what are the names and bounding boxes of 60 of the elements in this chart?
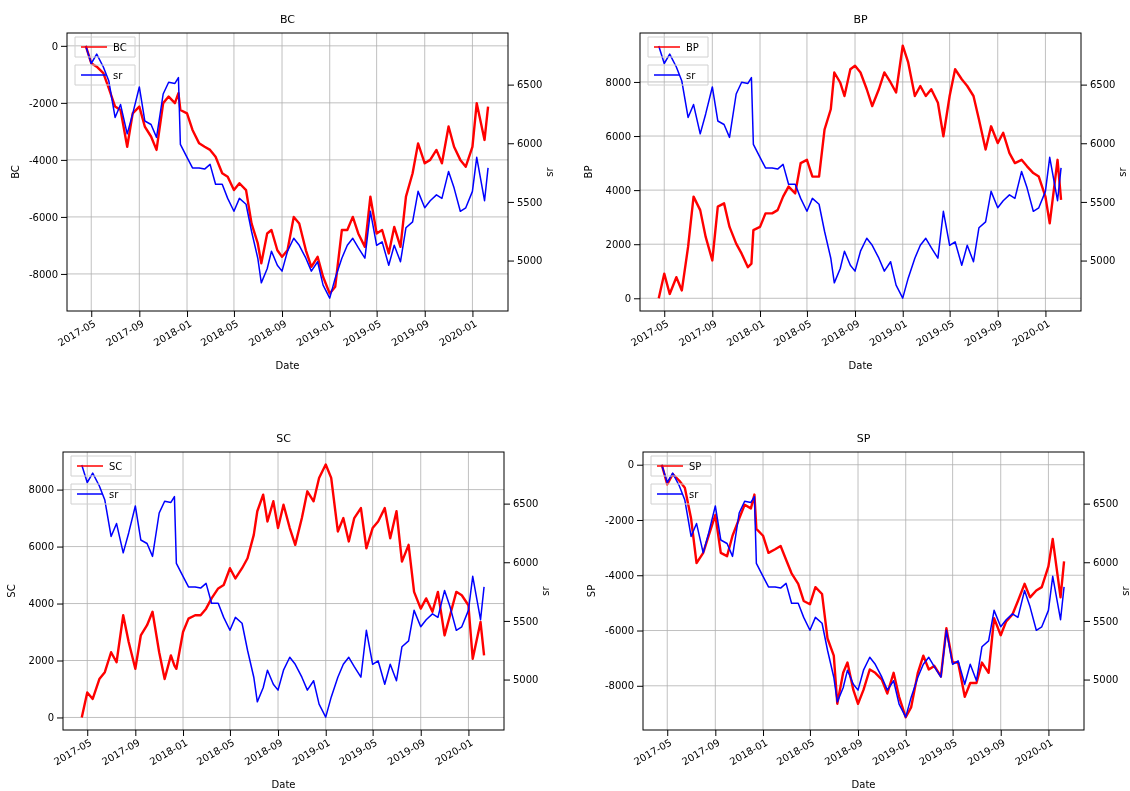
- y-axis-title: SP: [586, 584, 597, 598]
- y-axis-title: BC: [10, 165, 21, 179]
- x-axis-title: Date: [271, 779, 296, 790]
- y-tick-label: -6000: [604, 625, 634, 637]
- y-tick-label: 2000: [28, 655, 54, 667]
- chart-title: SP: [856, 432, 871, 445]
- y-tick-label: -2000: [28, 97, 58, 109]
- legend-label: BP: [686, 42, 699, 53]
- y2-tick-label: 5500: [513, 615, 539, 627]
- y2-axis-title: sr: [1120, 585, 1130, 596]
- y-tick-label: 0: [51, 40, 58, 52]
- y-tick-label: 0: [627, 459, 634, 471]
- y-tick-label: -6000: [28, 211, 58, 223]
- chart-title: BP: [853, 13, 868, 26]
- y-axis-title: BP: [583, 165, 594, 179]
- y-tick-label: 8000: [28, 484, 54, 496]
- y2-tick-label: 5000: [1090, 255, 1116, 267]
- y2-tick-label: 6500: [1090, 79, 1116, 91]
- y2-tick-label: 6000: [517, 137, 543, 149]
- legend-label: SC: [109, 461, 123, 472]
- y2-tick-label: 5000: [513, 674, 539, 686]
- y-tick-label: 0: [47, 712, 54, 724]
- y-tick-label: -8000: [28, 268, 58, 280]
- y2-tick-label: 5500: [1090, 196, 1116, 208]
- y-tick-label: 4000: [605, 184, 631, 196]
- y-tick-label: 2000: [605, 238, 631, 250]
- y2-tick-label: 5500: [1093, 615, 1119, 627]
- y2-axis-title: sr: [544, 166, 555, 177]
- y2-tick-label: 6000: [1093, 556, 1119, 568]
- x-axis-title: Date: [848, 360, 873, 371]
- y-tick-label: 6000: [605, 130, 631, 142]
- x-axis-title: Date: [851, 779, 876, 790]
- y-tick-label: 8000: [605, 76, 631, 88]
- y2-tick-label: 6000: [513, 556, 539, 568]
- y2-tick-label: 6000: [1090, 137, 1116, 149]
- y2-tick-label: 6500: [517, 79, 543, 91]
- legend-label: sr: [686, 70, 697, 81]
- y-tick-label: -4000: [604, 569, 634, 581]
- y2-tick-label: 5000: [1093, 674, 1119, 686]
- y-tick-label: -4000: [28, 154, 58, 166]
- legend-label: SP: [689, 461, 702, 472]
- y2-axis-title: sr: [1117, 166, 1128, 177]
- y-tick-label: 0: [624, 292, 631, 304]
- chart-title: SC: [276, 432, 292, 445]
- x-axis-title: Date: [275, 360, 300, 371]
- y2-tick-label: 6500: [1093, 498, 1119, 510]
- y-tick-label: 4000: [28, 598, 54, 610]
- chart-title: BC: [279, 13, 296, 26]
- y-tick-label: 6000: [28, 541, 54, 553]
- y2-tick-label: 5500: [517, 196, 543, 208]
- legend-label: BC: [113, 42, 127, 53]
- y-axis-title: SC: [6, 584, 17, 598]
- y2-tick-label: 5000: [517, 255, 543, 267]
- y-tick-label: -2000: [604, 514, 634, 526]
- legend-label: sr: [689, 489, 700, 500]
- y2-axis-title: sr: [540, 585, 551, 596]
- legend-label: sr: [113, 70, 124, 81]
- y-tick-label: -8000: [604, 680, 634, 692]
- legend-label: sr: [109, 489, 120, 500]
- y2-tick-label: 6500: [513, 498, 539, 510]
